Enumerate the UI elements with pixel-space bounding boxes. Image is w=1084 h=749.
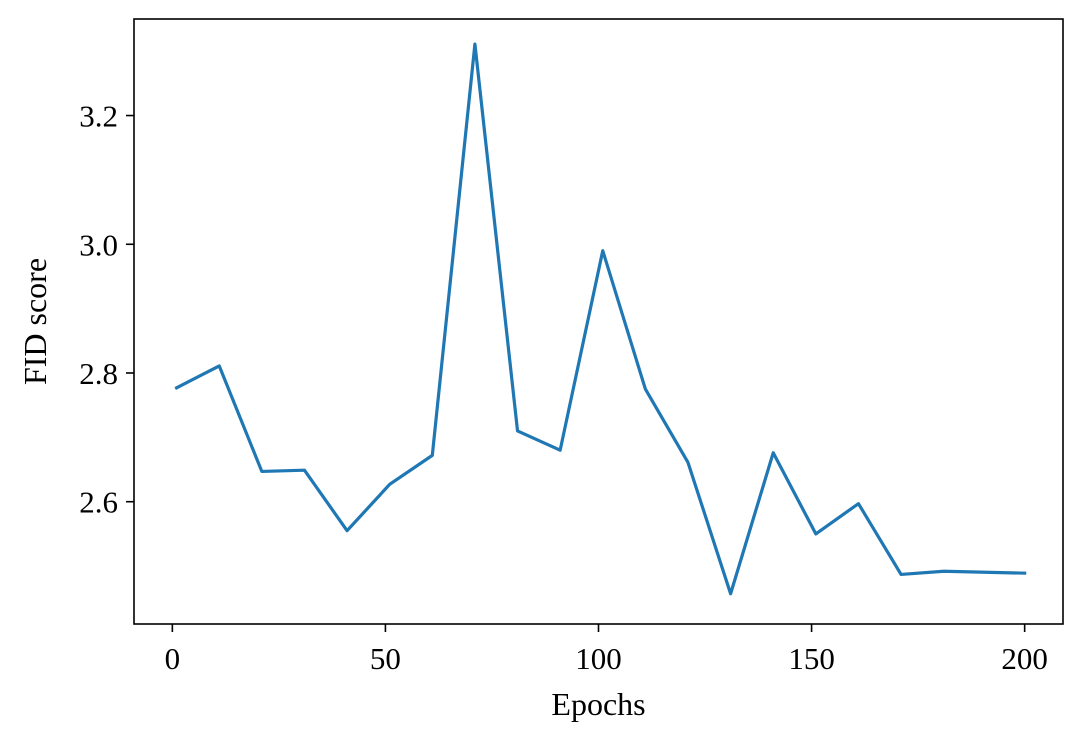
y-axis-label: FID score xyxy=(17,258,53,385)
y-tick-label: 3.2 xyxy=(79,99,118,134)
series-line-0 xyxy=(174,42,1027,596)
x-axis-label: Epochs xyxy=(551,686,645,722)
y-tick-label: 2.8 xyxy=(79,356,118,391)
x-tick-label: 0 xyxy=(165,641,181,676)
plot-frame xyxy=(133,18,1064,625)
y-tick-label: 3.0 xyxy=(79,227,118,262)
x-tick-label: 150 xyxy=(788,641,835,676)
y-tick-label: 2.6 xyxy=(79,485,118,520)
x-tick-label: 200 xyxy=(1001,641,1048,676)
x-tick-label: 100 xyxy=(575,641,622,676)
plot-area: 0 50 100 150 200 2.6 2.8 3.0 3.2 xyxy=(79,18,1064,676)
x-tick-label: 50 xyxy=(370,641,401,676)
